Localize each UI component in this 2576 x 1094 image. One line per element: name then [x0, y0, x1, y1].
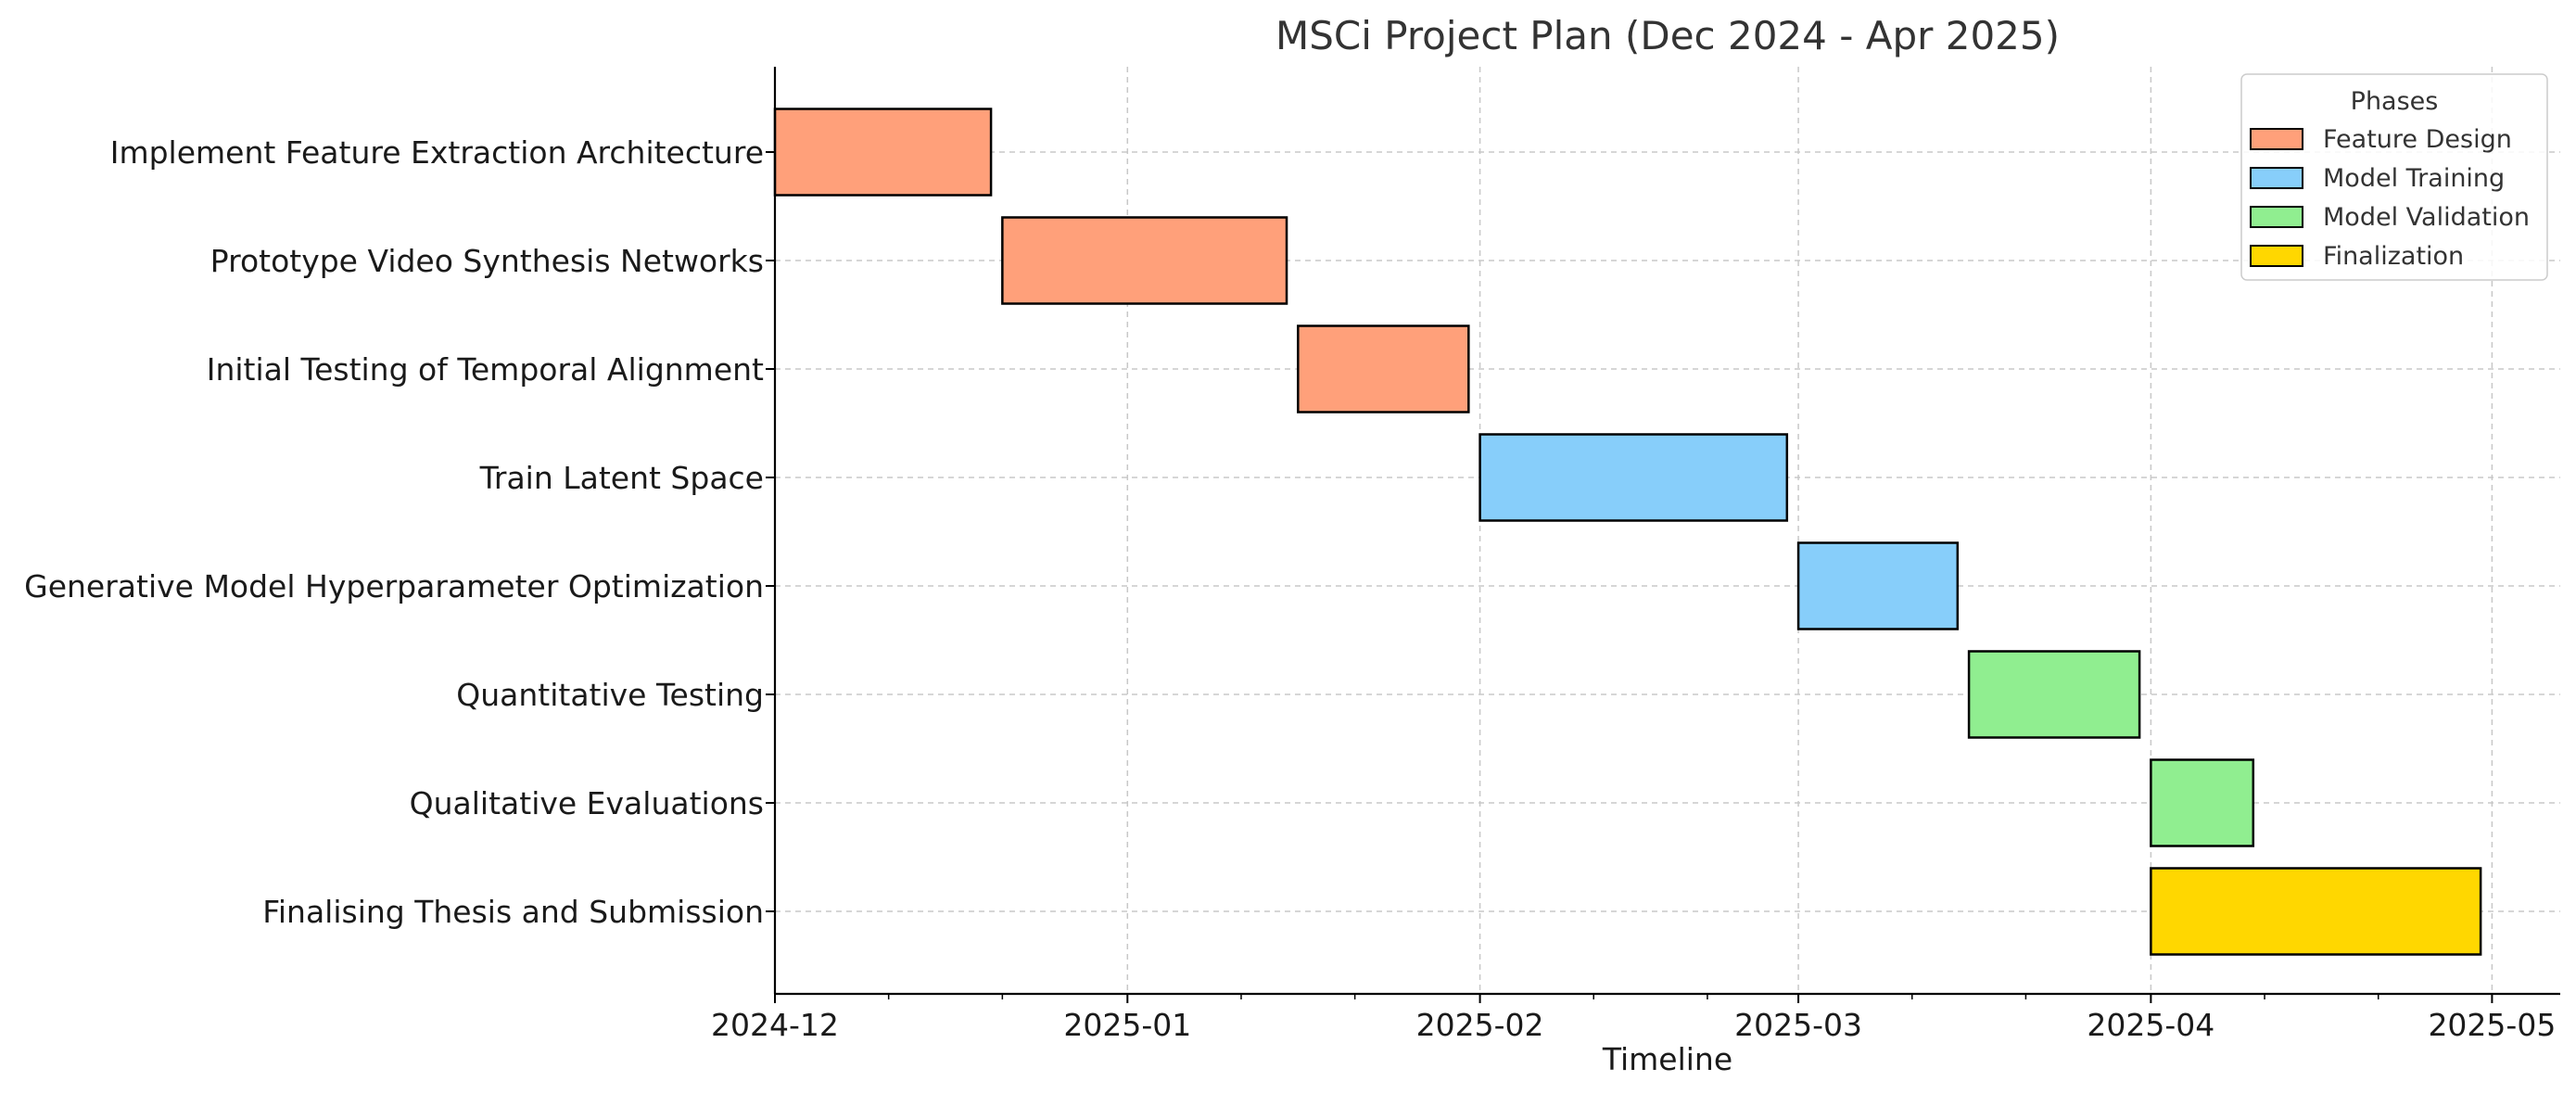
legend-entry-label: Feature Design	[2323, 125, 2512, 154]
task-bar	[1967, 650, 2141, 739]
task-bar	[1796, 541, 1960, 630]
ticks: 2024-12 2025-01 2025-02 2025-03 2025-04 2025-…	[711, 151, 2556, 1043]
legend-swatch	[2250, 128, 2303, 150]
x-tick-label: 2025-04	[2087, 1007, 2214, 1043]
legend-swatch	[2250, 206, 2303, 228]
x-tick-label: 2025-02	[1416, 1007, 1544, 1043]
legend-frame	[2240, 73, 2548, 281]
task-label: Generative Model Hyperparameter Optimiza…	[24, 568, 764, 604]
x-tick-label: 2025-01	[1063, 1007, 1191, 1043]
task-bar	[2150, 758, 2255, 847]
x-tick-label: 2024-12	[711, 1007, 839, 1043]
task-label: Prototype Video Synthesis Networks	[210, 243, 764, 279]
legend-title: Phases	[2351, 87, 2439, 116]
axes	[773, 67, 2560, 996]
legend: Phases Feature Design Model Training Model…	[2240, 73, 2548, 281]
task-bar	[1297, 324, 1470, 413]
task-label: Quantitative Testing	[456, 677, 764, 713]
task-label: Implement Feature Extraction Architectur…	[110, 134, 764, 171]
task-label: Qualitative Evaluations	[410, 785, 764, 821]
task-bar	[2150, 867, 2482, 956]
chart-title: MSCi Project Plan (Dec 2024 - Apr 2025)	[1275, 13, 2060, 58]
task-bar	[1478, 433, 1789, 522]
task-bars	[773, 108, 2482, 956]
legend-entry-label: Model Validation	[2323, 203, 2530, 232]
x-axis-label: Timeline	[1602, 1041, 1732, 1077]
legend-swatch	[2250, 167, 2303, 189]
x-tick-label: 2025-03	[1734, 1007, 1862, 1043]
task-bar	[1001, 216, 1288, 305]
legend-entries: Feature Design Model Training Model Valida…	[2250, 125, 2530, 271]
legend-swatch	[2250, 245, 2303, 267]
x-tick-label: 2025-05	[2428, 1007, 2556, 1043]
task-label: Train Latent Space	[479, 460, 764, 496]
legend-entry-label: Model Training	[2323, 164, 2505, 193]
task-label: Initial Testing of Temporal Alignment	[207, 351, 764, 388]
task-bar	[773, 108, 993, 197]
task-labels: Implement Feature Extraction Architectur…	[24, 134, 764, 930]
task-label: Finalising Thesis and Submission	[262, 894, 764, 930]
legend-entry-label: Finalization	[2323, 242, 2464, 271]
